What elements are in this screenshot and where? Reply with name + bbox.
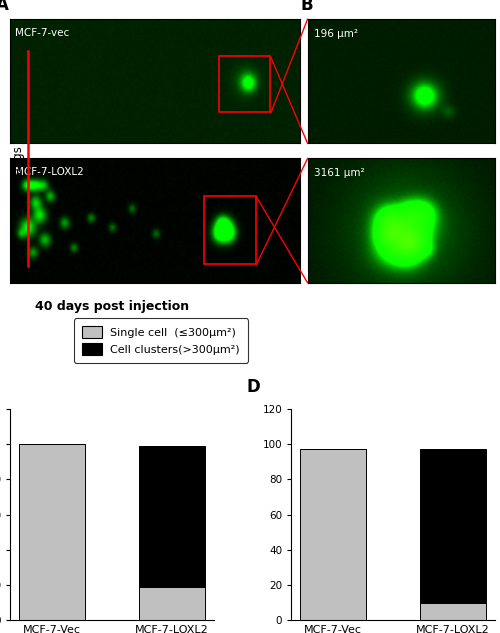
Bar <box>204 196 256 264</box>
Text: A: A <box>0 0 8 14</box>
Bar <box>139 587 204 620</box>
Text: Lungs: Lungs <box>11 144 24 179</box>
Text: 196 μm²: 196 μm² <box>314 28 358 39</box>
Text: 40 days post injection: 40 days post injection <box>34 300 188 313</box>
Bar <box>300 449 366 620</box>
Legend: Single cell  (≤300μm²), Cell clusters(>300μm²): Single cell (≤300μm²), Cell clusters(>30… <box>74 318 248 363</box>
Text: D: D <box>246 379 260 396</box>
Bar <box>139 446 204 587</box>
Text: B: B <box>300 0 312 14</box>
Bar <box>420 603 486 620</box>
Text: MCF-7-LOXL2: MCF-7-LOXL2 <box>14 167 84 177</box>
Bar <box>218 56 270 112</box>
Text: 3161 μm²: 3161 μm² <box>314 168 364 178</box>
Bar <box>20 444 85 620</box>
Bar <box>420 449 486 603</box>
Text: MCF-7-vec: MCF-7-vec <box>14 28 69 37</box>
